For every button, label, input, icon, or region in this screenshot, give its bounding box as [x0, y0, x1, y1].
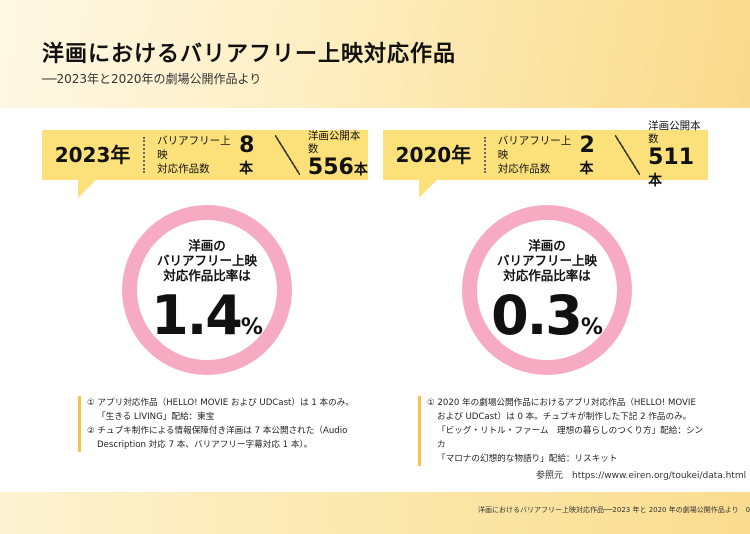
ring-label-line3: 対応作品比率は [503, 268, 591, 283]
ratio-ring-2023: 洋画の バリアフリー上映 対応作品比率は 1.4% [122, 205, 292, 375]
published-count-unit: 本 [353, 162, 368, 178]
published-count: 洋画公開本数 511 本 [648, 120, 708, 190]
barrier-free-count-unit: 本 [239, 160, 254, 177]
banner-tail [419, 180, 437, 198]
notes-2023: ① アプリ対応作品（HELLO! MOVIE および UDCast）は 1 本の… [78, 396, 368, 452]
barrier-free-label-line2: 対応作品数 [497, 163, 551, 175]
source-reference: 参照元 https://www.eiren.org/toukei/data.ht… [536, 471, 747, 481]
published-count-value: 511 [648, 145, 695, 170]
barrier-free-label-line2: 対応作品数 [157, 163, 210, 175]
note-line: 「生きる LIVING」配給：東宝 [97, 412, 215, 422]
published-count-unit: 本 [648, 173, 663, 189]
year-label: 2020年 [383, 137, 486, 173]
ring-label-line2: バリアフリー上映 [496, 253, 597, 268]
banner-2020: 2020年 バリアフリー上映 対応作品数 2本 洋画公開本数 511本 [383, 120, 708, 198]
ring-label-line3: 対応作品比率は [163, 268, 251, 283]
banner-tail [78, 180, 96, 198]
published-count-value: 556 [307, 155, 354, 180]
note-line: ① アプリ対応作品（HELLO! MOVIE および UDCast）は 1 本の… [87, 398, 354, 408]
ring-label-line2: バリアフリー上映 [156, 253, 257, 268]
banner-2023: 2023年 バリアフリー上映 対応作品数 8本 洋画公開本数 556本 [42, 130, 368, 198]
year-label: 2023年 [42, 137, 146, 173]
published-count-label: 洋画公開本数 [648, 120, 701, 145]
ring-label-line1: 洋画の [528, 238, 566, 253]
barrier-free-count-value: 8 [239, 132, 255, 158]
footer-background [0, 492, 750, 534]
ring-label-line1: 洋画の [188, 238, 226, 253]
ratio-ring-label: 洋画の バリアフリー上映 対応作品比率は [157, 238, 257, 283]
ratio-unit: % [580, 315, 603, 340]
published-count-label: 洋画公開本数 [307, 130, 361, 155]
barrier-free-label-line1: バリアフリー上映 [497, 135, 572, 161]
ratio-ring-label: 洋画の バリアフリー上映 対応作品比率は [497, 238, 597, 283]
header-background [0, 0, 750, 108]
note-line: Description 対応 7 本、バリアフリー字幕対応 1 本）。 [97, 440, 313, 450]
barrier-free-count: 2本 [580, 133, 608, 178]
ratio-ring-2020: 洋画の バリアフリー上映 対応作品比率は 0.3% [462, 205, 632, 375]
barrier-free-count-value: 2 [579, 132, 595, 158]
ratio-unit: % [240, 315, 263, 340]
barrier-free-count: 8本 [239, 133, 267, 178]
barrier-free-label-line1: バリアフリー上映 [157, 135, 231, 161]
slash-divider [275, 135, 300, 175]
note-line: 「ビッグ・リトル・ファーム 理想の暮らしのつくり方」配給：シンカ [437, 426, 704, 450]
page-footer: 洋画におけるバリアフリー上映対応作品──2023 年と 2020 年の劇場公開作… [478, 506, 750, 514]
ratio-value: 1.4% [151, 289, 263, 356]
ratio-value: 0.3% [491, 289, 603, 356]
slash-divider [615, 135, 641, 175]
page-subtitle: ──2023年と2020年の劇場公開作品より [42, 72, 262, 86]
barrier-free-label: バリアフリー上映 対応作品数 [157, 134, 239, 176]
ratio-number: 1.4 [151, 284, 243, 347]
note-line: ① 2020 年の劇場公開作品におけるアプリ対応作品（HELLO! MOVIE [427, 398, 696, 408]
note-line: ② チュプキ制作による情報保障付き洋画は 7 本公開された（Audio [87, 426, 348, 436]
note-line: および UDCast）は 0 本。チュプキが制作した下記 2 作品のみ。 [437, 412, 692, 422]
notes-2020: ① 2020 年の劇場公開作品におけるアプリ対応作品（HELLO! MOVIE … [418, 396, 708, 466]
barrier-free-count-unit: 本 [579, 160, 594, 177]
ratio-number: 0.3 [491, 284, 583, 347]
note-line: 「マロナの幻想的な物語り」配給：リスキット [437, 454, 618, 464]
page-title: 洋画におけるバリアフリー上映対応作品 [42, 42, 457, 67]
barrier-free-label: バリアフリー上映 対応作品数 [498, 134, 580, 176]
published-count: 洋画公開本数 556本 [308, 130, 368, 180]
